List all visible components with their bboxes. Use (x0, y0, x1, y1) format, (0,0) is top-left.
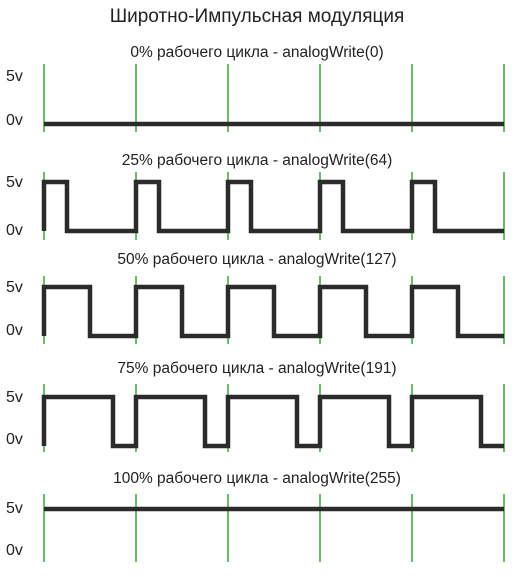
panel-caption-1: 25% рабочего цикла - analogWrite(64) (121, 152, 393, 169)
label-5v-1: 5v (6, 174, 23, 191)
panel-caption-3: 75% рабочего цикла - analogWrite(191) (117, 360, 397, 377)
label-5v-3: 5v (6, 389, 23, 406)
panel-caption-0: 0% рабочего цикла - analogWrite(0) (130, 44, 384, 61)
diagram-title: Широтно-Импульсная модуляция (109, 6, 405, 27)
panel-caption-4: 100% рабочего цикла - analogWrite(255) (113, 470, 401, 487)
panel-caption-2: 50% рабочего цикла - analogWrite(127) (117, 251, 397, 268)
pwm-signal-2 (41, 284, 504, 339)
label-5v-0: 5v (6, 68, 23, 85)
label-0v-4: 0v (6, 542, 23, 559)
label-0v-1: 0v (6, 222, 23, 239)
label-5v-2: 5v (6, 279, 23, 296)
label-0v-2: 0v (6, 322, 23, 339)
label-0v-0: 0v (6, 112, 23, 129)
label-0v-3: 0v (6, 431, 23, 448)
label-5v-4: 5v (6, 500, 23, 517)
pwm-signal-1 (41, 179, 504, 234)
pwm-signal-3 (41, 394, 504, 449)
